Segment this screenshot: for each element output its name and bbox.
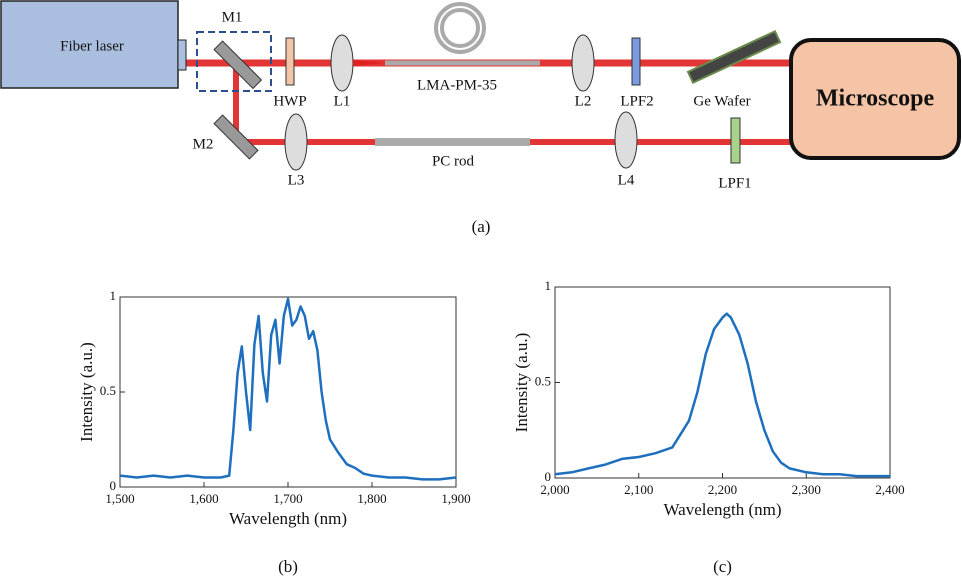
mirror xyxy=(213,40,263,90)
laser-port xyxy=(177,39,187,71)
y-tick-label: 0 xyxy=(110,478,117,493)
caption: (a) xyxy=(472,217,491,236)
x-axis-label: Wavelength (nm) xyxy=(229,509,347,528)
diagram: Fiber laser M1 HWP L1 LMA-PM-35 L2 LPF2 … xyxy=(0,0,961,236)
x-tick-label: 1,600 xyxy=(189,491,218,506)
mirror xyxy=(213,114,259,160)
y-tick-label: 0.5 xyxy=(535,373,551,388)
label: L4 xyxy=(618,172,635,188)
beam-focus xyxy=(353,60,385,66)
y-axis-label: Intensity (a.u.) xyxy=(512,333,531,433)
label: LMA-PM-35 xyxy=(417,77,497,93)
y-tick-label: 0 xyxy=(545,469,552,484)
x-tick-label: 1,500 xyxy=(105,491,134,506)
caption: (b) xyxy=(278,557,298,576)
rod xyxy=(375,138,530,146)
lens xyxy=(284,113,308,171)
label: PC rod xyxy=(432,153,475,169)
label: LPF1 xyxy=(718,175,751,191)
y-tick-label: 1 xyxy=(545,278,552,293)
x-axis-label: Wavelength (nm) xyxy=(663,500,781,519)
label: L2 xyxy=(575,93,592,109)
m1-box xyxy=(196,31,272,92)
label: L1 xyxy=(334,93,351,109)
x-tick-label: 2,100 xyxy=(624,482,653,497)
caption: (c) xyxy=(713,557,732,576)
label: HWP xyxy=(273,93,306,109)
label: LPF2 xyxy=(620,93,653,109)
filter xyxy=(730,117,741,164)
fiber-coil xyxy=(434,2,486,54)
y-tick-label: 0.5 xyxy=(100,383,116,398)
x-tick-label: 2,300 xyxy=(792,482,821,497)
y-axis-label: Intensity (a.u.) xyxy=(77,342,96,442)
lens xyxy=(614,111,638,169)
x-tick-label: 1,700 xyxy=(273,491,302,506)
label: Microscope xyxy=(816,86,935,112)
label: L3 xyxy=(288,172,305,188)
lens xyxy=(571,34,595,92)
label: M1 xyxy=(222,9,243,25)
x-tick-label: 1,800 xyxy=(357,491,386,506)
wafer xyxy=(686,29,782,85)
label: M2 xyxy=(193,136,214,152)
hwp xyxy=(285,37,295,86)
filter xyxy=(631,37,641,86)
lens xyxy=(330,34,354,92)
label: Ge Wafer xyxy=(693,93,750,109)
spectrum-line xyxy=(554,312,890,478)
laser-box xyxy=(0,0,179,89)
microscope xyxy=(789,38,961,160)
spectrum-line xyxy=(119,297,457,481)
plot-frame xyxy=(119,296,457,488)
fiber-coil xyxy=(440,8,480,48)
x-tick-label: 2,200 xyxy=(708,482,737,497)
plot-frame xyxy=(554,286,891,479)
x-tick-label: 1,900 xyxy=(441,491,470,506)
x-tick-label: 2,000 xyxy=(540,482,569,497)
x-tick-label: 2,400 xyxy=(875,482,904,497)
y-tick-label: 1 xyxy=(110,288,117,303)
label: Fiber laser xyxy=(60,38,124,54)
